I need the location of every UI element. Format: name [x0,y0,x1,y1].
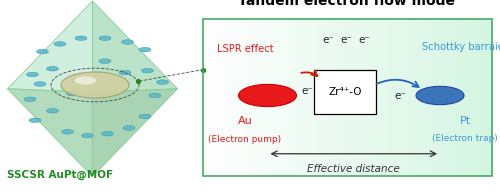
Circle shape [149,93,161,98]
Circle shape [34,82,46,86]
Circle shape [54,42,66,46]
Circle shape [61,72,129,98]
Circle shape [82,133,94,138]
Circle shape [74,76,96,85]
Polygon shape [8,89,92,177]
Text: (Electron trap): (Electron trap) [432,134,498,143]
Circle shape [26,72,38,77]
Text: Effective distance: Effective distance [307,164,400,174]
FancyBboxPatch shape [314,70,376,114]
Text: Schottky barraier: Schottky barraier [422,42,500,52]
Circle shape [99,36,111,40]
Circle shape [24,97,36,102]
Text: SSCSR AuPt@MOF: SSCSR AuPt@MOF [7,170,113,180]
Circle shape [29,118,41,123]
Circle shape [46,108,58,113]
Circle shape [122,40,134,44]
Text: e⁻: e⁻ [322,35,334,45]
Circle shape [416,86,464,105]
Circle shape [156,80,168,84]
Text: e⁻: e⁻ [394,91,406,101]
Circle shape [75,36,87,40]
Circle shape [139,114,151,119]
Text: LSPR effect: LSPR effect [216,44,274,54]
Text: (Electron pump): (Electron pump) [208,135,282,144]
Circle shape [62,129,74,134]
Circle shape [99,59,111,63]
Circle shape [142,68,154,73]
Circle shape [36,49,48,54]
Text: e⁻: e⁻ [358,35,370,45]
Polygon shape [92,89,178,177]
Circle shape [66,91,78,96]
Circle shape [119,70,131,75]
Text: e⁻: e⁻ [340,35,352,45]
Circle shape [46,66,58,71]
Text: Tandem electron flow mode: Tandem electron flow mode [238,0,456,8]
Circle shape [238,84,296,107]
Circle shape [123,126,135,130]
Polygon shape [8,1,92,92]
Text: e⁻: e⁻ [301,86,313,96]
Circle shape [139,47,151,52]
Text: Au: Au [238,116,252,126]
Circle shape [102,131,114,136]
Text: Zr⁴⁺-O: Zr⁴⁺-O [328,87,362,97]
Text: Pt: Pt [460,116,470,126]
Polygon shape [92,1,178,92]
